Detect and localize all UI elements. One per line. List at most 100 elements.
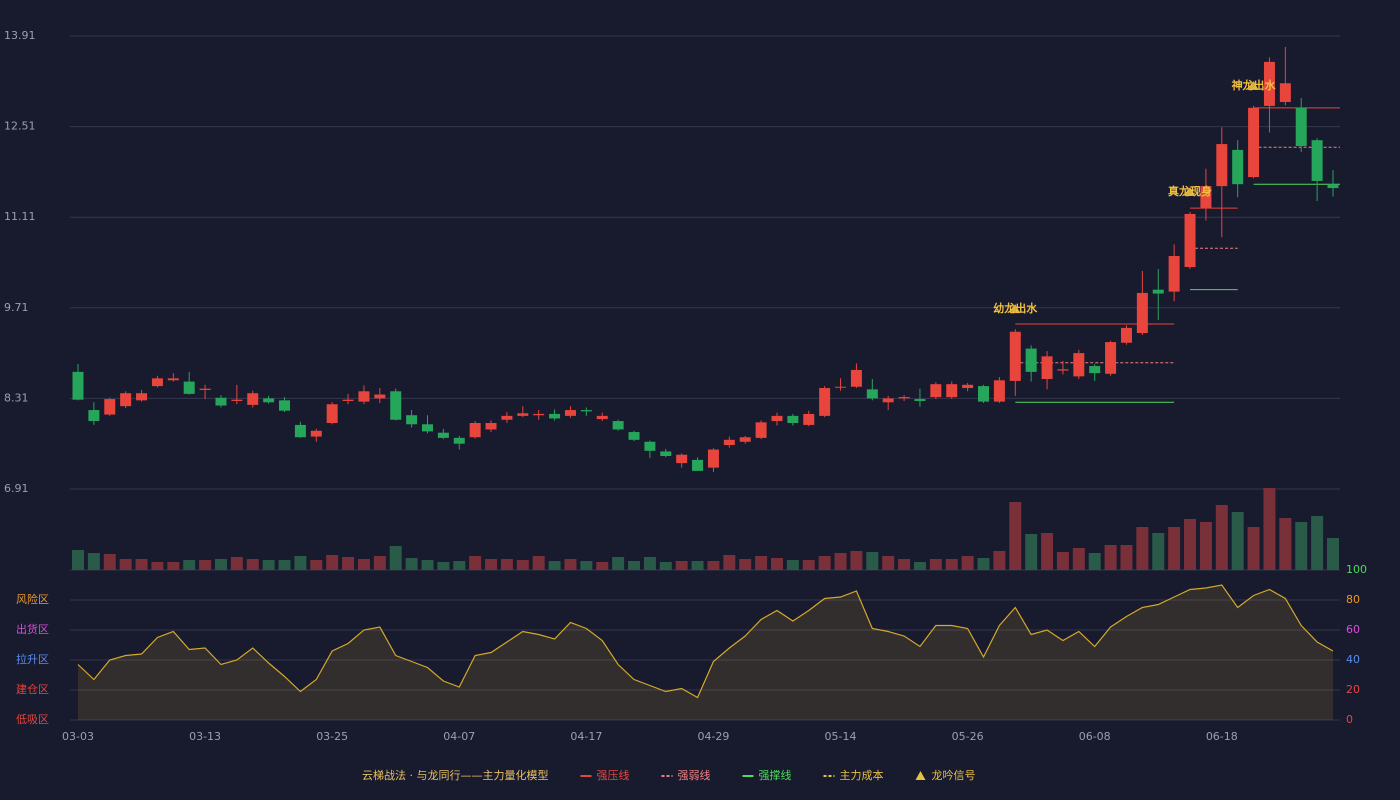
candle-body (930, 384, 942, 398)
volume-bar (643, 557, 656, 570)
volume-bar (1104, 545, 1117, 570)
volume-bar (564, 559, 577, 570)
volume-bar (437, 562, 450, 570)
candle-body (676, 454, 688, 464)
volume-bar (1263, 488, 1276, 570)
volume-bar (453, 561, 466, 570)
candle-body (215, 397, 227, 406)
candle-body (1216, 144, 1228, 187)
candle-body (120, 393, 132, 407)
candle-body (1327, 184, 1339, 189)
candle-body (819, 388, 831, 416)
osc-tick-label: 0 (1346, 713, 1353, 726)
volume-bar (278, 560, 291, 570)
volume-bar (1072, 548, 1085, 570)
volume-bar (834, 553, 847, 570)
volume-bar (1327, 538, 1339, 570)
volume-bar (1199, 522, 1212, 570)
candle-body (628, 432, 640, 440)
candle-body (421, 424, 433, 432)
volume-bar (596, 562, 609, 570)
volume-bar (961, 556, 974, 570)
volume-bar (866, 552, 879, 570)
candle-body (517, 413, 529, 416)
volume-bar (1088, 553, 1101, 570)
candle-body (1025, 348, 1037, 372)
volume-bar (214, 559, 227, 570)
volume-bar (135, 559, 148, 570)
legend-label: 主力成本 (840, 768, 884, 782)
osc-tick-label: 40 (1346, 653, 1360, 666)
volume-bar (1152, 533, 1165, 570)
candle-body (660, 451, 672, 456)
candle-body (692, 459, 704, 471)
candle-body (485, 422, 497, 430)
volume-bar (1168, 527, 1181, 570)
volume-bar (628, 561, 641, 570)
volume-bar (1311, 516, 1324, 570)
candle-body (755, 422, 767, 438)
x-tick-label: 04-17 (570, 730, 602, 743)
volume-bar (691, 561, 704, 570)
candle-body (437, 432, 449, 438)
volume-bar (1279, 518, 1292, 570)
volume-bar (485, 559, 498, 570)
x-tick-label: 03-25 (316, 730, 348, 743)
volume-bar (421, 560, 434, 570)
volume-bar (389, 546, 402, 570)
x-tick-label: 05-14 (825, 730, 857, 743)
volume-bar (151, 562, 164, 570)
candle-body (835, 386, 847, 388)
candle-body (803, 413, 815, 425)
volume-bar (103, 554, 116, 570)
candle-body (1152, 289, 1164, 294)
candle-body (612, 421, 624, 430)
candle-body (183, 381, 195, 394)
volume-bar (755, 556, 768, 570)
volume-bar (850, 551, 863, 570)
candle-body (882, 398, 894, 403)
x-tick-label: 03-13 (189, 730, 221, 743)
volume-bar (802, 560, 815, 570)
candle-body (787, 415, 799, 423)
candle-body (1311, 140, 1323, 181)
candle-body (707, 449, 719, 468)
candle-body (104, 399, 116, 415)
candle-body (199, 388, 211, 390)
volume-bar (246, 559, 259, 570)
y-tick-label: 11.11 (4, 210, 36, 223)
volume-bar (1215, 505, 1228, 570)
candle-body (978, 386, 990, 402)
volume-bar (72, 550, 84, 570)
candle-body (580, 410, 592, 412)
candle-body (723, 439, 735, 445)
osc-tick-label: 80 (1346, 593, 1360, 606)
legend-label: 龙吟信号 (932, 768, 976, 782)
volume-bar (675, 561, 688, 570)
y-tick-label: 13.91 (4, 29, 36, 42)
volume-bar (294, 556, 307, 570)
volume-bar (469, 556, 482, 570)
candle-body (596, 415, 608, 420)
zone-label: 风险区 (16, 592, 49, 606)
candle-body (914, 399, 926, 401)
x-tick-label: 06-08 (1079, 730, 1111, 743)
candle-body (850, 369, 862, 387)
osc-tick-label: 100 (1346, 563, 1367, 576)
candle-body (1057, 369, 1069, 371)
candle-body (167, 378, 179, 381)
osc-line (77, 584, 1334, 699)
volume-bar (1025, 534, 1038, 570)
candle-body (898, 397, 910, 399)
legend-symbol (915, 771, 926, 780)
candle-body (279, 400, 291, 411)
volume-bar (993, 551, 1006, 570)
volume-bar (326, 555, 339, 570)
candle-body (406, 415, 418, 425)
candle-body (247, 393, 259, 405)
candle-body (946, 384, 958, 398)
volume-bar (167, 562, 180, 570)
candle-body (294, 424, 306, 438)
volume-bar (342, 557, 355, 570)
